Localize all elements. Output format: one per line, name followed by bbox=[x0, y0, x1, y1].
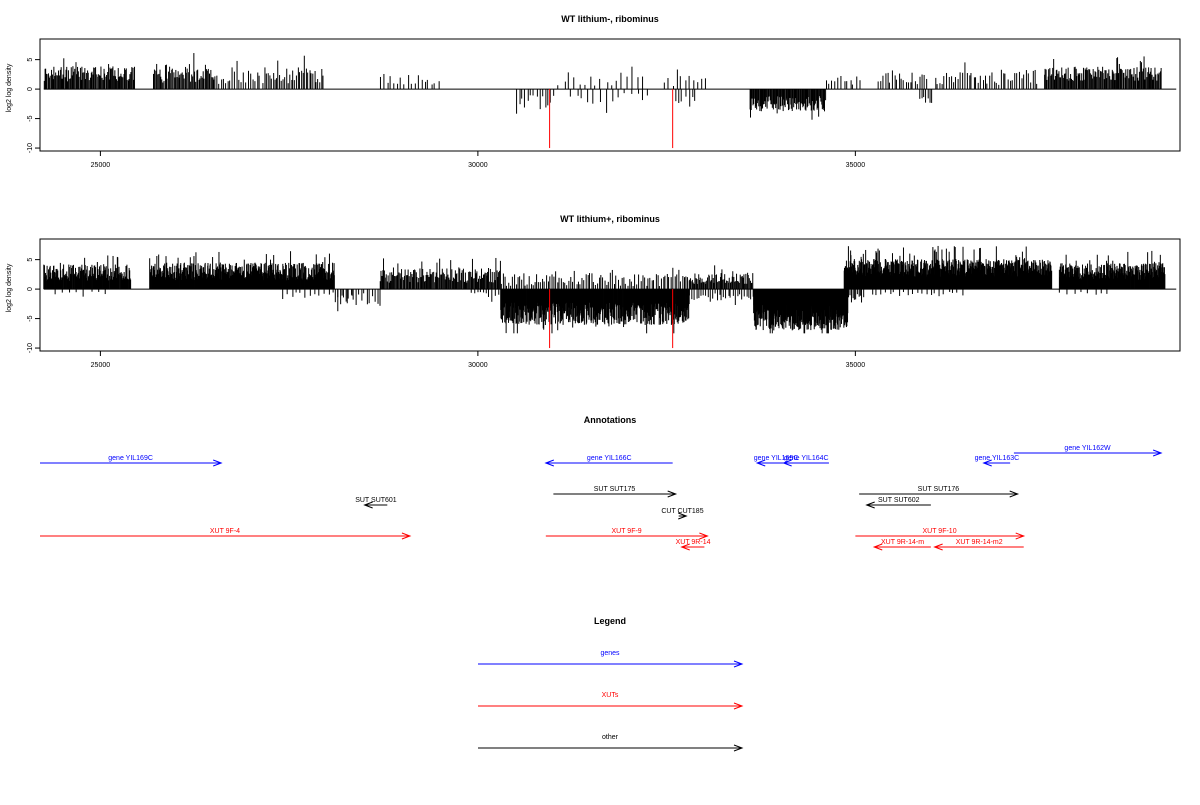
feature-arrow: XUT 9F-10 bbox=[855, 528, 1026, 540]
arrow-head bbox=[678, 512, 688, 520]
arrow-head bbox=[755, 459, 766, 467]
feature-arrow: XUT 9R-14-m bbox=[872, 539, 931, 551]
density-plot-lithium-minus: WT lithium-, ribominus log2 log density … bbox=[6, 14, 1181, 169]
feature-arrow: gene YIL163C bbox=[975, 455, 1020, 467]
arrow-head bbox=[544, 459, 555, 467]
legend-title: Legend bbox=[594, 616, 626, 626]
feature-label: CUT CUT185 bbox=[661, 508, 703, 515]
arrow-head bbox=[699, 532, 709, 540]
arrow-head bbox=[782, 459, 792, 467]
axes: -10 -5 0 5 25000 30000 35000 bbox=[27, 58, 865, 169]
arrow-head bbox=[1015, 532, 1026, 540]
legend-label: genes bbox=[600, 650, 620, 657]
feature-arrow: XUT 9F-9 bbox=[545, 528, 709, 540]
feature-label: SUT SUT176 bbox=[918, 486, 960, 493]
arrow-head bbox=[401, 532, 412, 540]
arrow-head bbox=[363, 501, 373, 509]
legend-label: other bbox=[602, 734, 619, 741]
legend-entries: genes XUTs other bbox=[478, 650, 744, 752]
legend-entry: XUTs bbox=[478, 692, 744, 710]
feature-arrows: gene YIL169C gene YIL166C gene YIL165Cgene… bbox=[40, 445, 1163, 551]
density-bars bbox=[43, 53, 1177, 149]
y-tick-label: 5 bbox=[27, 58, 34, 62]
x-tick-label: 25000 bbox=[91, 362, 111, 369]
feature-label: XUT 9F-10 bbox=[922, 528, 956, 535]
feature-label: SUT SUT175 bbox=[594, 486, 636, 493]
plot-title: WT lithium-, ribominus bbox=[561, 14, 659, 24]
legend-label: XUTs bbox=[602, 692, 619, 699]
feature-label: gene YIL169C bbox=[108, 455, 153, 462]
feature-label: gene YIL162W bbox=[1064, 445, 1111, 452]
y-tick-label: -10 bbox=[27, 343, 34, 353]
feature-arrow: SUT SUT602 bbox=[865, 497, 931, 509]
arrow-head bbox=[872, 543, 883, 551]
feature-label: XUT 9F-9 bbox=[611, 528, 641, 535]
feature-label: SUT SUT602 bbox=[878, 497, 920, 504]
plot-frame bbox=[39, 238, 1181, 352]
y-tick-label: 0 bbox=[27, 87, 34, 91]
y-axis-label: log2 log density bbox=[6, 263, 13, 312]
density-bars bbox=[43, 245, 1177, 349]
plot-frame bbox=[39, 38, 1181, 152]
y-tick-label: -10 bbox=[27, 143, 34, 153]
feature-label: gene YIL166C bbox=[587, 455, 632, 462]
plot-title: WT lithium+, ribominus bbox=[560, 214, 660, 224]
x-tick-label: 25000 bbox=[91, 162, 111, 169]
annotations-title: Annotations bbox=[584, 415, 637, 425]
y-axis-label: log2 log density bbox=[6, 63, 13, 112]
feature-label: SUT SUT601 bbox=[355, 497, 397, 504]
feature-arrow: SUT SUT601 bbox=[355, 497, 397, 509]
feature-label: XUT 9R-14-m2 bbox=[956, 539, 1003, 546]
feature-arrow: CUT CUT185 bbox=[661, 508, 704, 520]
x-tick-label: 35000 bbox=[846, 162, 866, 169]
feature-arrow: gene YIL162W bbox=[1013, 445, 1163, 457]
legend: Legend genes XUTs other bbox=[478, 616, 744, 752]
y-tick-label: 5 bbox=[27, 258, 34, 262]
arrow-head bbox=[213, 459, 223, 467]
feature-label: gene YIL163C bbox=[975, 455, 1020, 462]
y-tick-label: -5 bbox=[27, 315, 34, 321]
feature-arrow: XUT 9R-14-m2 bbox=[933, 539, 1024, 551]
feature-label: gene YIL164C bbox=[784, 455, 829, 462]
arrow-head bbox=[733, 660, 744, 668]
feature-label: XUT 9R-14 bbox=[676, 539, 711, 546]
arrow-head bbox=[733, 702, 744, 710]
arrow-head bbox=[1152, 449, 1163, 457]
feature-label: XUT 9F-4 bbox=[210, 528, 240, 535]
feature-arrow: XUT 9F-4 bbox=[40, 528, 412, 540]
x-tick-label: 35000 bbox=[846, 362, 866, 369]
arrow-head bbox=[982, 459, 992, 467]
arrow-head bbox=[1009, 490, 1020, 498]
feature-arrow: gene YIL169C bbox=[40, 455, 223, 467]
feature-label: gene YIL165C bbox=[754, 455, 799, 462]
arrow-head bbox=[667, 490, 678, 498]
feature-arrow: SUT SUT176 bbox=[859, 486, 1020, 498]
y-tick-label: -5 bbox=[27, 115, 34, 121]
feature-arrow: gene YIL164C bbox=[782, 455, 829, 467]
feature-label: XUT 9R-14-m bbox=[881, 539, 924, 546]
arrow-head bbox=[733, 744, 744, 752]
x-tick-label: 30000 bbox=[468, 362, 488, 369]
feature-arrow: gene YIL166C bbox=[544, 455, 673, 467]
legend-entry: genes bbox=[478, 650, 744, 668]
arrow-head bbox=[865, 501, 875, 509]
density-plot-lithium-plus: WT lithium+, ribominus log2 log density … bbox=[6, 214, 1181, 369]
legend-entry: other bbox=[478, 734, 744, 752]
x-tick-label: 30000 bbox=[468, 162, 488, 169]
axes: -10 -5 0 5 25000 30000 35000 bbox=[27, 258, 865, 369]
feature-arrow: SUT SUT175 bbox=[553, 486, 678, 498]
feature-arrow: XUT 9R-14 bbox=[676, 539, 711, 551]
y-tick-label: 0 bbox=[27, 287, 34, 291]
arrow-head bbox=[933, 543, 943, 551]
arrow-head bbox=[680, 543, 690, 551]
annotation-track: Annotations gene YIL169C gene YIL166C gene… bbox=[40, 415, 1163, 551]
